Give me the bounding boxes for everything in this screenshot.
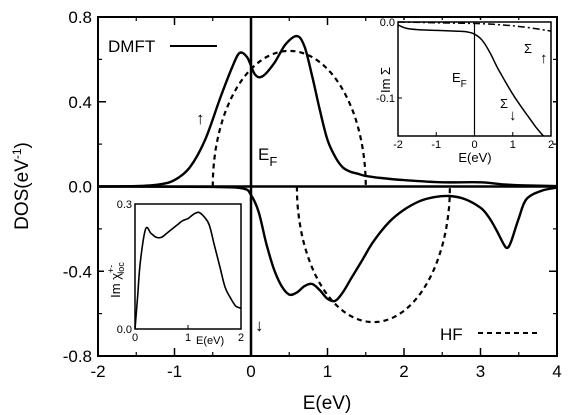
hf-curve-down — [295, 186, 451, 324]
fermi-label: EF — [258, 145, 277, 169]
inset-chi-ylabel-sup: +- — [106, 265, 116, 273]
inset-chi-y-tick-label: 0.0 — [117, 324, 132, 336]
y-tick-label: 0.4 — [68, 93, 92, 112]
inset-sigma-ticks: -2 -1 0 1 2 0.0 -0.1 — [376, 17, 554, 151]
x-axis-label: E(eV) — [303, 393, 352, 414]
inset-chi-x-tick-label: 2 — [238, 332, 244, 344]
inset-sigma-xlabel: E(eV) — [458, 150, 491, 165]
inset-chi-curves — [134, 211, 242, 330]
main-tick-labels: -2 -1 0 1 2 3 4 -0.8 -0.4 0.0 0.4 0.8 — [63, 8, 562, 381]
inset-sigma-x-tick-label: -1 — [431, 139, 441, 151]
x-tick-label: 1 — [323, 362, 332, 381]
x-tick-label: -1 — [167, 362, 182, 381]
dmft-curve-up — [97, 34, 558, 188]
inset-chi-ylabel-main: Im χ — [108, 273, 123, 298]
inset-chi-ylabel: Im χ+-loc — [106, 262, 126, 298]
hf-curve-up — [211, 49, 367, 187]
inset-chi-x-tick-label: 0 — [132, 332, 138, 344]
x-tick-label: 3 — [476, 362, 485, 381]
inset-sigma-y-tick-label: -0.1 — [376, 93, 395, 105]
fermi-label-main: E — [258, 145, 269, 164]
y-axis-label-main: DOS(eV — [12, 159, 33, 230]
legend-dmft-label: DMFT — [108, 37, 155, 56]
inset-sigma-up-arrow: ↑ — [540, 50, 548, 67]
inset-sigma-x-tick-label: 0 — [471, 139, 477, 151]
inset-sigma-fermi-sub: F — [461, 79, 467, 90]
x-tick-label: -2 — [90, 362, 105, 381]
inset-chi-xlabel: E(eV) — [196, 335, 224, 347]
y-tick-label: -0.8 — [63, 347, 92, 366]
inset-sigma-down-curve — [397, 24, 544, 137]
y-tick-label: -0.4 — [63, 262, 92, 281]
svg-text:DOS(eV-1): DOS(eV-1) — [10, 142, 33, 230]
inset-sigma-x-tick-label: -2 — [393, 139, 403, 151]
inset-chi: 0 1 2 0.0 0.3 Im χ+-loc E(eV) — [104, 196, 246, 347]
spin-up-arrow: ↑ — [196, 109, 205, 128]
svg-text:Im χ+-loc: Im χ+-loc — [106, 262, 126, 298]
inset-sigma-down-symbol: Σ — [500, 96, 508, 111]
inset-sigma-up-label: Σ↑ — [524, 41, 548, 67]
dmft-curve-down — [97, 185, 558, 303]
inset-sigma-y-tick-label: 0.0 — [380, 17, 395, 29]
inset-chi-ticks: 0 1 2 0.0 0.3 — [117, 199, 244, 344]
inset-sigma-up-symbol: Σ — [524, 41, 532, 56]
y-axis-label-sup: -1 — [10, 148, 24, 159]
inset-sigma-x-tick-label: 2 — [548, 139, 554, 151]
x-tick-label: 2 — [399, 362, 408, 381]
inset-sigma-ylabel: Im Σ — [378, 67, 393, 93]
inset-sigma-down-arrow: ↓ — [509, 107, 517, 124]
inset-chi-x-tick-label: 1 — [185, 332, 191, 344]
inset-sigma-up-curve — [397, 21, 552, 32]
inset-sigma: -2 -1 0 1 20.0-0.1 Im Σ E(eV) EF Σ↑ Σ↓ — [376, 17, 554, 165]
x-tick-label: 4 — [552, 362, 561, 381]
y-axis-label-close: ) — [12, 142, 33, 148]
inset-chi-curve — [134, 211, 242, 330]
x-tick-label: 0 — [246, 362, 255, 381]
inset-chi-background — [104, 196, 246, 346]
inset-sigma-down-label: Σ↓ — [500, 96, 517, 124]
inset-sigma-curves — [397, 21, 552, 137]
fermi-label-sub: F — [269, 154, 277, 169]
inset-sigma-fermi-label: EF — [452, 70, 467, 90]
main-curves — [97, 34, 558, 324]
inset-chi-ylabel-sub: loc — [116, 262, 126, 274]
inset-sigma-fermi-main: E — [452, 70, 461, 85]
y-tick-label: 0.8 — [68, 8, 92, 27]
spin-down-arrow: ↓ — [255, 316, 264, 335]
y-axis-label: DOS(eV-1) — [10, 142, 33, 230]
legend-hf-label: HF — [440, 325, 463, 344]
inset-chi-y-tick-label: 0.3 — [117, 199, 132, 211]
inset-sigma-background — [380, 20, 553, 138]
inset-sigma-x-tick-label: 1 — [510, 139, 516, 151]
y-tick-label: 0.0 — [68, 178, 92, 197]
